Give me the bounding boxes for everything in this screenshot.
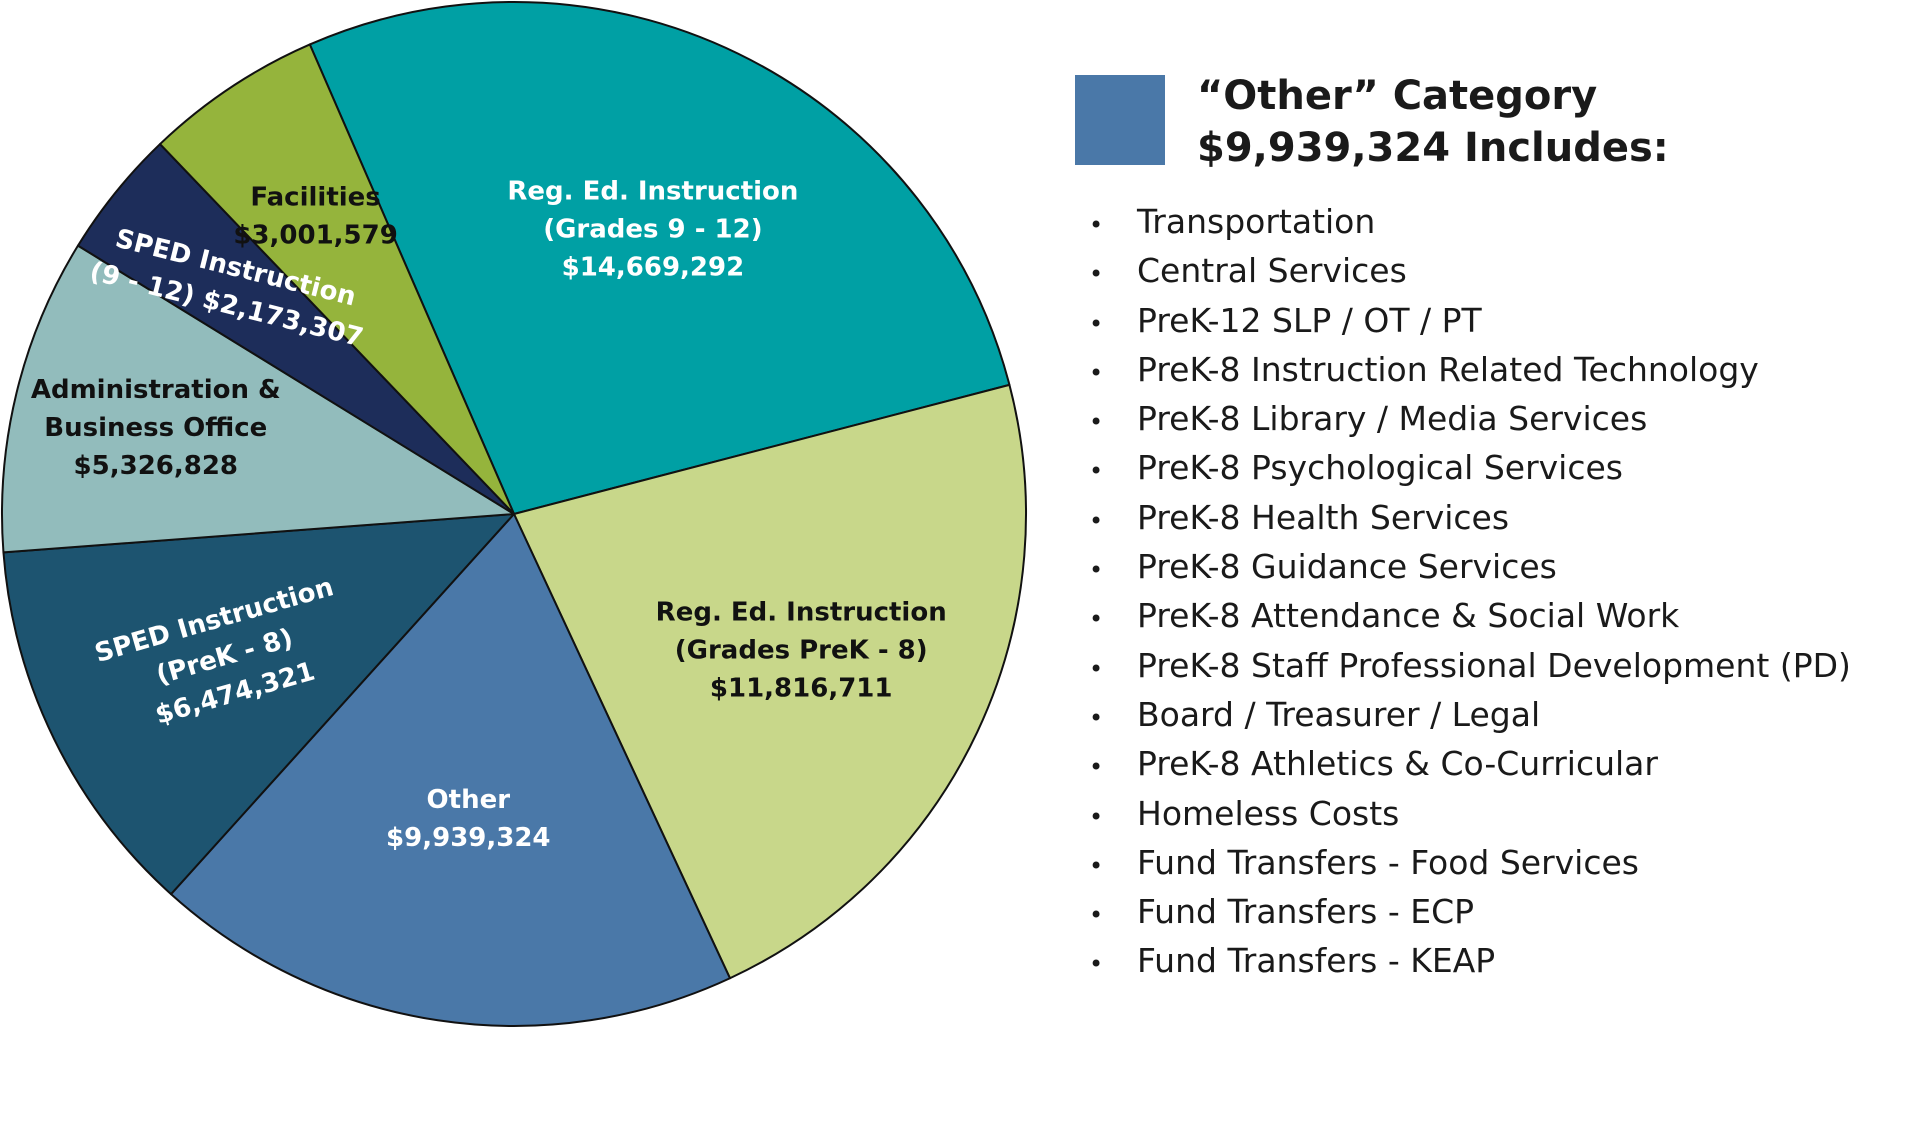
other-item-2: • Central Services	[1089, 246, 1851, 295]
other-item-label: PreK-8 Psychological Services	[1137, 448, 1623, 488]
other-item-label: Central Services	[1137, 251, 1407, 291]
slice-label-1-line-1: Reg. Ed. Instruction	[507, 177, 798, 207]
other-item-5: • PreK-8 Library / Media Services	[1089, 394, 1851, 443]
bullet-icon: •	[1089, 506, 1104, 535]
other-item-4: • PreK-8 Instruction Related Technology	[1089, 345, 1851, 394]
other-item-6: • PreK-8 Psychological Services	[1089, 443, 1851, 492]
other-item-label: PreK-8 Guidance Services	[1137, 547, 1557, 587]
pie-slice-1	[308, 1, 1011, 515]
other-item-9: • PreK-8 Attendance & Social Work	[1089, 591, 1851, 640]
other-legend-heading: “Other” Category $9,939,324 Includes:	[1197, 70, 1897, 174]
other-item-8: • PreK-8 Guidance Services	[1089, 542, 1851, 591]
slice-label-5-line-3: $5,326,828	[74, 451, 238, 481]
slice-label-2: Reg. Ed. Instruction (Grades PreK - 8) $11…	[656, 597, 947, 703]
slice-label-3-line-1: Other	[427, 785, 511, 815]
slice-label-3-line-2: $9,939,324	[386, 823, 550, 853]
slice-label-5: Administration & Business Office $5,326,82…	[31, 375, 281, 481]
other-legend-heading-line1: “Other” Category	[1197, 73, 1598, 119]
bullet-icon: •	[1089, 556, 1104, 585]
bullet-icon: •	[1089, 703, 1104, 732]
other-item-label: PreK-12 SLP / OT / PT	[1137, 300, 1482, 340]
slice-label-2-line-3: $11,816,711	[710, 673, 893, 703]
bullet-icon: •	[1089, 654, 1104, 683]
slice-label-5-line-1: Administration &	[31, 375, 281, 405]
other-item-label: PreK-8 Health Services	[1137, 497, 1510, 537]
other-item-13: • Homeless Costs	[1089, 789, 1851, 838]
bullet-icon: •	[1089, 358, 1104, 387]
slice-label-1-line-3: $14,669,292	[562, 253, 745, 283]
other-item-7: • PreK-8 Health Services	[1089, 493, 1851, 542]
other-item-label: Fund Transfers - KEAP	[1137, 941, 1496, 981]
other-item-12: • PreK-8 Athletics & Co-Curricular	[1089, 739, 1851, 788]
slice-label-3: Other $9,939,324	[386, 785, 550, 853]
pie-slice-4	[2, 513, 515, 896]
other-items-list: • Transportation • Central Services • PreK-12…	[1089, 197, 1851, 986]
slice-label-1-line-2: (Grades 9 - 12)	[543, 215, 762, 245]
other-item-14: • Fund Transfers - Food Services	[1089, 838, 1851, 887]
slice-label-7: Facilities $3,001,579	[233, 183, 397, 251]
other-item-10: • PreK-8 Staff Professional Development (…	[1089, 641, 1851, 690]
other-item-label: PreK-8 Library / Media Services	[1137, 399, 1648, 439]
bullet-icon: •	[1089, 408, 1104, 437]
slice-label-7-line-2: $3,001,579	[233, 221, 397, 251]
pie-slice-2	[513, 383, 1028, 980]
other-item-15: • Fund Transfers - ECP	[1089, 887, 1851, 936]
bullet-icon: •	[1089, 457, 1104, 486]
other-item-label: Transportation	[1137, 202, 1376, 241]
pie-slice-3	[170, 513, 731, 1027]
bullet-icon: •	[1089, 901, 1104, 930]
slice-label-2-line-2: (Grades PreK - 8)	[675, 635, 928, 665]
slice-label-5-line-2: Business Office	[44, 413, 267, 443]
other-item-label: PreK-8 Instruction Related Technology	[1137, 349, 1759, 389]
slice-label-2-line-1: Reg. Ed. Instruction	[656, 597, 947, 627]
other-item-11: • Board / Treasurer / Legal	[1089, 690, 1851, 739]
other-item-label: PreK-8 Athletics & Co-Curricular	[1137, 744, 1658, 784]
bullet-icon: •	[1089, 605, 1104, 634]
bullet-icon: •	[1089, 802, 1104, 831]
bullet-icon: •	[1089, 950, 1104, 979]
other-item-label: Board / Treasurer / Legal	[1137, 694, 1541, 734]
other-item-label: Fund Transfers - Food Services	[1137, 842, 1639, 882]
other-item-label: PreK-8 Attendance & Social Work	[1137, 596, 1680, 636]
other-item-1: • Transportation	[1089, 197, 1851, 246]
bullet-icon: •	[1089, 753, 1104, 782]
other-item-label: Homeless Costs	[1137, 793, 1400, 833]
budget-pie-chart: Reg. Ed. Instruction (Grades 9 - 12) $14,6…	[1, 1, 1028, 1027]
bullet-icon: •	[1089, 851, 1104, 880]
pie-slice-5	[1, 244, 515, 554]
slice-label-1: Reg. Ed. Instruction (Grades 9 - 12) $14,6…	[507, 177, 798, 283]
other-legend-heading-line2: $9,939,324 Includes:	[1197, 125, 1669, 171]
other-item-label: Fund Transfers - ECP	[1137, 892, 1475, 932]
bullet-icon: •	[1089, 260, 1104, 289]
other-item-16: • Fund Transfers - KEAP	[1089, 936, 1851, 985]
bullet-icon: •	[1089, 211, 1104, 239]
other-legend-swatch	[1075, 75, 1165, 165]
bullet-icon: •	[1089, 309, 1104, 338]
pie-slice-7	[159, 43, 515, 515]
other-item-3: • PreK-12 SLP / OT / PT	[1089, 296, 1851, 345]
slice-label-7-line-1: Facilities	[250, 183, 380, 213]
other-item-label: PreK-8 Staff Professional Development (P…	[1137, 645, 1851, 685]
